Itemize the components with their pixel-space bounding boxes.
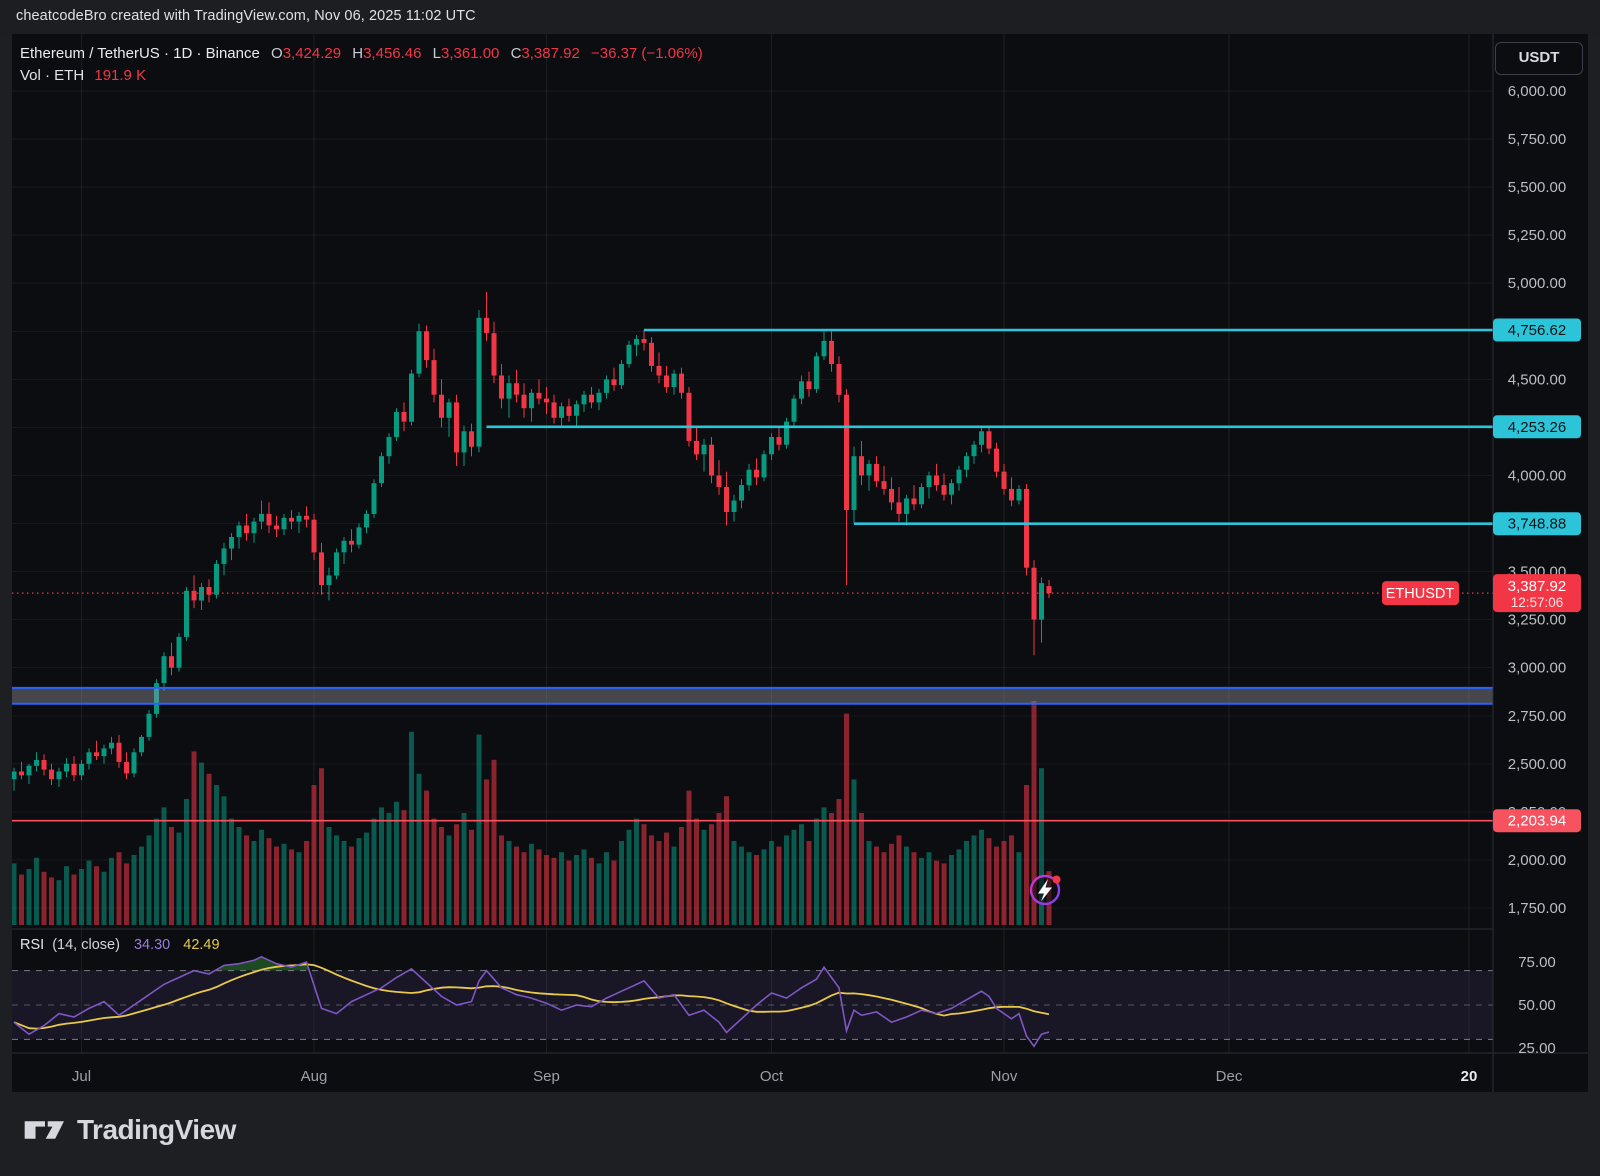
support-zone-band[interactable] [12, 686, 1493, 705]
svg-text:3,748.88: 3,748.88 [1508, 516, 1566, 533]
svg-text:Aug: Aug [301, 1068, 328, 1085]
svg-text:Jul: Jul [72, 1068, 91, 1085]
tradingview-logo-text: TradingView [77, 1114, 236, 1145]
snapshot-banner: cheatcodeBro created with TradingView.co… [0, 0, 1600, 34]
svg-text:2,500.00: 2,500.00 [1508, 756, 1566, 773]
rsi-ma-line [13, 963, 1050, 1030]
alert-price-label[interactable]: 2,203.94 [1493, 809, 1581, 833]
banner-text: cheatcodeBro created with TradingView.co… [16, 8, 476, 24]
time-axis[interactable]: Jul Aug Sep Oct Nov Dec 20 [72, 1068, 1477, 1085]
svg-text:Dec: Dec [1216, 1068, 1243, 1085]
candles [12, 291, 1052, 791]
svg-text:5,000.00: 5,000.00 [1508, 275, 1566, 292]
level-price-label[interactable]: 3,748.88 [1493, 512, 1581, 536]
tradingview-logo[interactable]: TradingView [24, 1114, 236, 1146]
svg-text:50.00: 50.00 [1518, 997, 1556, 1014]
volume-bars [12, 701, 1052, 925]
svg-text:3,000.00: 3,000.00 [1508, 660, 1566, 677]
svg-text:Nov: Nov [991, 1068, 1018, 1085]
resistance-rays[interactable] [486, 328, 1494, 526]
level-price-label[interactable]: 4,253.26 [1493, 415, 1581, 439]
svg-text:75.00: 75.00 [1518, 954, 1556, 971]
svg-text:2,000.00: 2,000.00 [1508, 852, 1566, 869]
lightning-icon [1038, 879, 1052, 902]
svg-text:ETHUSDT: ETHUSDT [1386, 586, 1455, 602]
grid [12, 34, 1493, 1053]
svg-text:12:57:06: 12:57:06 [1511, 595, 1564, 610]
svg-text:1,750.00: 1,750.00 [1508, 900, 1566, 917]
svg-text:5,750.00: 5,750.00 [1508, 131, 1566, 148]
rsi-line [13, 955, 1050, 1048]
svg-text:4,500.00: 4,500.00 [1508, 371, 1566, 388]
svg-text:5,500.00: 5,500.00 [1508, 179, 1566, 196]
svg-text:6,000.00: 6,000.00 [1508, 83, 1566, 100]
symbol-price-tag: ETHUSDT [1382, 581, 1459, 606]
currency-toggle-button[interactable]: USDT [1495, 42, 1583, 75]
svg-text:5,250.00: 5,250.00 [1508, 227, 1566, 244]
svg-text:Oct: Oct [760, 1068, 784, 1085]
last-price-label[interactable]: 3,387.92 12:57:06 [1493, 574, 1581, 613]
svg-text:4,253.26: 4,253.26 [1508, 419, 1566, 436]
tradingview-logo-icon [24, 1121, 64, 1139]
svg-text:2,203.94: 2,203.94 [1508, 813, 1566, 830]
svg-text:3,387.92: 3,387.92 [1508, 578, 1566, 595]
chart-canvas[interactable]: 6,000.00 5,750.00 5,500.00 5,250.00 5,000.00… [12, 34, 1588, 1092]
svg-text:4,756.62: 4,756.62 [1508, 322, 1566, 339]
svg-text:4,000.00: 4,000.00 [1508, 468, 1566, 485]
svg-text:Sep: Sep [533, 1068, 560, 1085]
svg-text:25.00: 25.00 [1518, 1040, 1556, 1057]
flash-reaction-button[interactable] [1029, 874, 1061, 906]
notification-dot [1052, 875, 1061, 884]
price-axis[interactable]: 6,000.00 5,750.00 5,500.00 5,250.00 5,000.00… [1508, 83, 1566, 1057]
svg-text:20: 20 [1461, 1068, 1478, 1085]
footer: TradingView [0, 1092, 1600, 1176]
svg-text:2,750.00: 2,750.00 [1508, 708, 1566, 725]
rsi-band-fill [12, 970, 1493, 1040]
svg-text:3,250.00: 3,250.00 [1508, 612, 1566, 629]
chart-card: 6,000.00 5,750.00 5,500.00 5,250.00 5,000.00… [12, 34, 1588, 1092]
level-price-label[interactable]: 4,756.62 [1493, 318, 1581, 342]
pane-separators [12, 34, 1588, 1092]
